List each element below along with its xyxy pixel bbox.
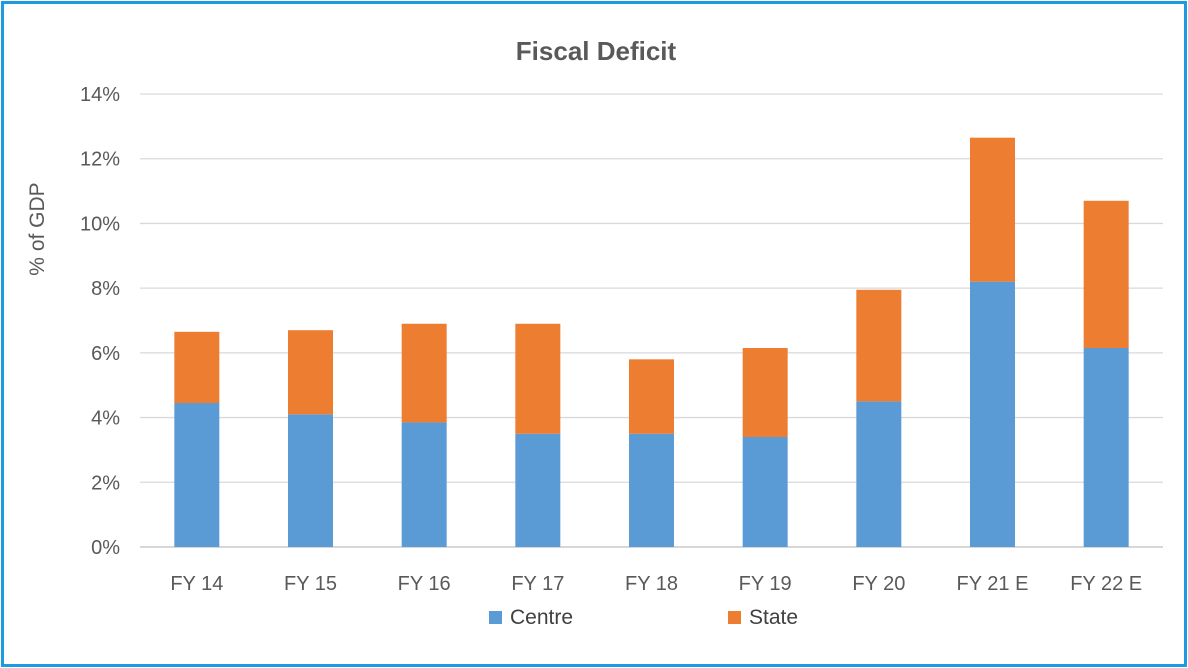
bar-state	[970, 137, 1015, 282]
x-axis-ticks: FY 14 FY 15 FY 16 FY 17 FY 18 FY 19 FY 20 FY 21…	[170, 573, 1142, 595]
bar-state	[515, 323, 561, 434]
y-tick-label: 8%	[91, 278, 120, 300]
fiscal-deficit-chart: Fiscal Deficit % of GDP 0% 2% 4% 6% 8% 10% 12%…	[26, 36, 1163, 629]
y-tick-label: 14%	[80, 84, 120, 106]
legend-swatch-state	[728, 611, 741, 624]
bar-centre	[515, 433, 561, 547]
y-axis-ticks: 0% 2% 4% 6% 8% 10% 12% 14%	[80, 84, 120, 559]
bar-state	[856, 289, 902, 402]
x-tick-label: FY 17	[511, 573, 564, 595]
y-tick-label: 4%	[91, 408, 120, 430]
bar-centre	[970, 281, 1015, 547]
chart-title: Fiscal Deficit	[516, 36, 677, 66]
bar-centre	[742, 436, 788, 547]
y-tick-label: 2%	[91, 472, 120, 494]
x-tick-label: FY 16	[398, 573, 451, 595]
x-tick-label: FY 14	[170, 573, 223, 595]
y-tick-label: 6%	[91, 343, 120, 365]
bar-centre	[174, 403, 220, 547]
bar-centre	[401, 422, 447, 547]
x-tick-label: FY 20	[852, 573, 905, 595]
x-tick-label: FY 22 E	[1070, 573, 1142, 595]
legend-label-centre: Centre	[510, 606, 573, 629]
y-tick-label: 0%	[91, 537, 120, 559]
x-tick-label: FY 21 E	[957, 573, 1029, 595]
bar-centre	[1083, 348, 1129, 547]
bar-centre	[856, 401, 902, 547]
bar-state	[629, 359, 674, 434]
bar-state	[174, 331, 220, 404]
bar-state	[1083, 200, 1129, 349]
x-tick-label: FY 19	[739, 573, 792, 595]
x-tick-label: FY 15	[284, 573, 337, 595]
bar-state	[288, 330, 333, 415]
y-axis-title: % of GDP	[26, 182, 49, 275]
bar-state	[401, 323, 447, 423]
legend: Centre State	[489, 606, 798, 629]
x-tick-label: FY 18	[625, 573, 678, 595]
legend-label-state: State	[749, 606, 798, 629]
y-tick-label: 12%	[80, 149, 120, 171]
bars	[174, 137, 1129, 547]
bar-centre	[629, 433, 674, 547]
legend-swatch-centre	[489, 611, 502, 624]
bar-state	[742, 348, 788, 437]
bar-centre	[288, 414, 333, 547]
y-tick-label: 10%	[80, 213, 120, 235]
